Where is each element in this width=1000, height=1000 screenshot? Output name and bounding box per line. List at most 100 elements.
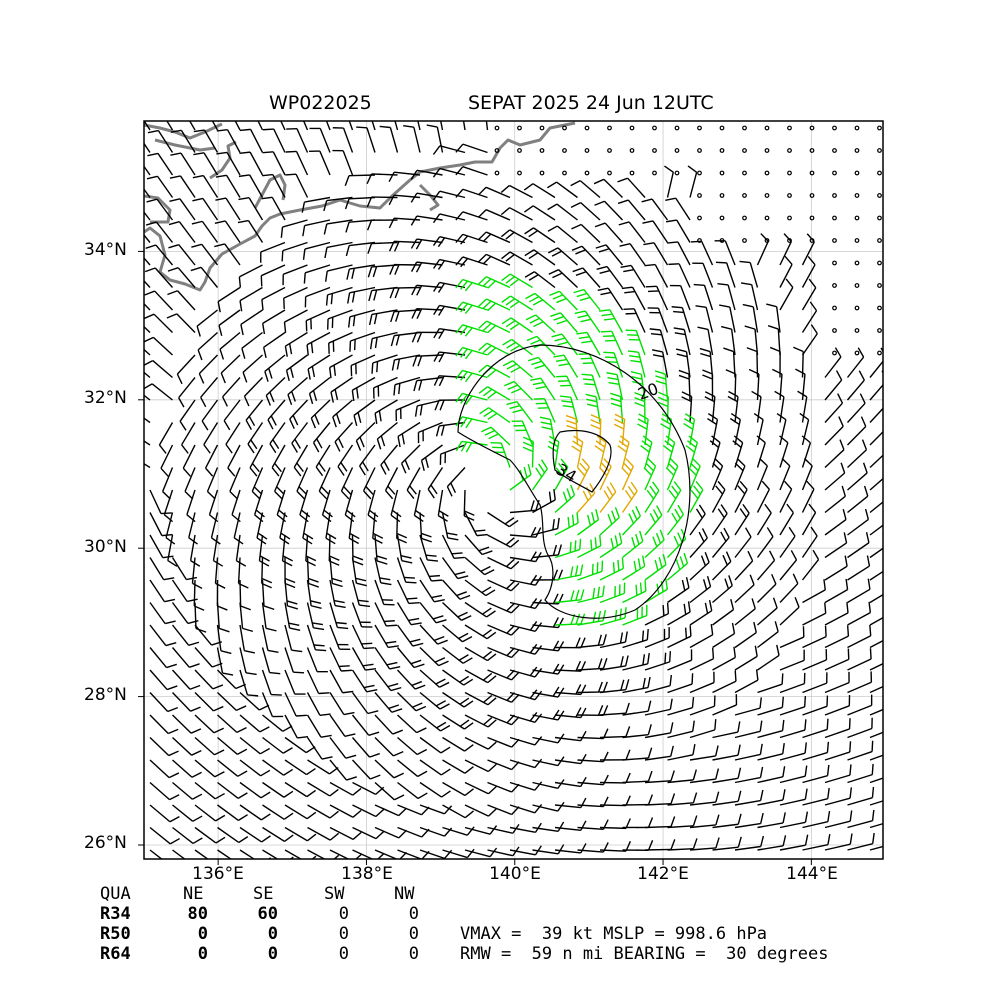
wind-barb — [194, 826, 226, 844]
wind-barb — [464, 804, 497, 817]
wind-barb — [667, 241, 691, 266]
wind-barb — [419, 579, 445, 603]
lat-tick-label: 32°N — [84, 388, 127, 408]
wind-barb — [509, 736, 543, 746]
wind-barb — [734, 697, 762, 716]
wind-barb — [599, 582, 626, 604]
wind-barb — [144, 302, 151, 311]
wind-barb — [869, 616, 883, 626]
wind-barb — [478, 253, 511, 266]
wind-barb — [455, 324, 488, 337]
wind-barb — [171, 557, 198, 581]
wind-barb — [643, 458, 657, 491]
calm-marker — [539, 170, 545, 176]
wind-barb — [217, 804, 248, 821]
wind-barb — [323, 219, 353, 235]
wind-barb — [622, 653, 650, 671]
wind-barb — [237, 219, 264, 243]
calm-marker — [832, 305, 837, 311]
wind-barb — [397, 736, 428, 756]
wind-barb — [440, 121, 444, 131]
wind-barb — [824, 485, 846, 514]
wind-barb — [284, 759, 316, 776]
wind-barb — [751, 390, 762, 423]
wind-barb — [802, 602, 827, 626]
calm-marker — [629, 170, 635, 176]
wind-barb — [846, 347, 865, 378]
wind-barb — [328, 331, 353, 354]
wind-barb — [283, 286, 308, 309]
wind-barb — [324, 264, 353, 282]
wind-barb — [599, 726, 631, 739]
wind-barb — [757, 743, 785, 761]
wind-barb — [419, 849, 453, 859]
wind-barb — [554, 753, 587, 765]
wind-barb — [824, 439, 845, 469]
wind-barb — [571, 435, 584, 468]
wind-barb — [442, 691, 474, 708]
wind-barb — [351, 647, 377, 671]
wind-barb — [262, 151, 286, 176]
wind-barb — [198, 354, 219, 384]
wind-barb — [349, 331, 376, 352]
wind-barb — [623, 308, 646, 333]
wind-barb — [577, 705, 609, 717]
wind-barb — [501, 295, 533, 311]
wind-barb — [668, 263, 691, 288]
wind-barb — [395, 399, 421, 421]
calm-marker — [877, 305, 882, 311]
wind-barb — [172, 804, 203, 822]
wind-barb — [193, 579, 205, 611]
wind-barb — [527, 356, 556, 378]
wind-barb — [406, 467, 421, 499]
wind-barb — [348, 512, 360, 545]
wind-barb — [599, 749, 631, 761]
wind-barb — [734, 621, 757, 649]
wind-barb — [284, 736, 316, 754]
wind-barb — [238, 197, 264, 221]
storm-id-title: WP022025 — [269, 92, 372, 114]
wind-barb — [413, 376, 443, 392]
calm-marker — [877, 193, 882, 198]
wind-barb — [144, 142, 151, 153]
wind-barb — [200, 377, 219, 408]
wind-barb — [419, 759, 451, 776]
wind-barb — [689, 552, 710, 581]
wind-barb — [847, 555, 871, 581]
wind-barb — [779, 834, 809, 851]
wind-barb — [144, 290, 174, 311]
wind-barb — [869, 524, 883, 536]
calm-marker — [764, 125, 770, 131]
wind-barb — [144, 417, 151, 424]
calm-marker — [877, 328, 882, 333]
wind-barb — [262, 849, 294, 859]
wind-barb — [419, 602, 447, 624]
calm-marker — [719, 125, 725, 131]
wind-barb — [149, 736, 179, 757]
wind-barb — [599, 507, 620, 536]
calm-marker — [809, 215, 815, 221]
wind-barb — [509, 643, 543, 655]
wind-barb — [869, 570, 883, 581]
calm-marker — [562, 170, 567, 176]
table-header-sw: SW — [324, 884, 345, 904]
wind-barb — [478, 386, 511, 401]
wind-barb — [284, 804, 317, 820]
wind-barb — [419, 691, 450, 710]
wind-barb — [802, 718, 829, 739]
wind-barb — [683, 413, 696, 446]
wind-barb — [617, 177, 646, 198]
wind-barb — [595, 244, 624, 266]
calm-marker — [877, 350, 882, 356]
wind-barb — [281, 241, 308, 262]
wind-barb — [149, 624, 177, 647]
wind-barb — [757, 812, 786, 829]
wind-barb — [172, 759, 202, 778]
wind-barb — [554, 589, 585, 604]
wind-barb — [388, 171, 421, 183]
wind-barb — [441, 512, 459, 541]
wind-barb — [293, 444, 309, 477]
wind-barb — [599, 482, 617, 513]
wind-barb — [756, 550, 776, 581]
wind-barb — [417, 421, 443, 444]
